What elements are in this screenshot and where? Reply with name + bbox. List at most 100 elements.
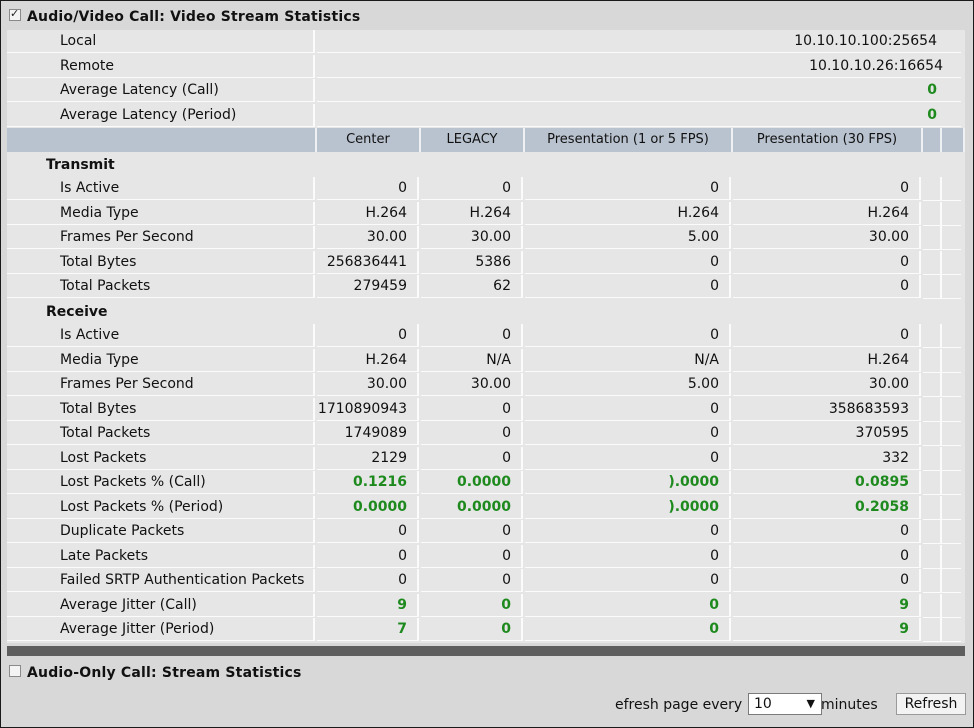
receive-row: Failed SRTP Authentication Packets 0 0 0 0 — [7, 569, 965, 594]
receive-row-value: 0 — [317, 324, 419, 347]
receive-row-value: 0 — [733, 544, 921, 568]
transmit-row: Is Active 0 0 0 0 — [7, 177, 965, 202]
refresh-interval-select[interactable]: 10 ▼ — [748, 693, 822, 715]
receive-row-value: N/A — [421, 348, 523, 372]
receive-row-value: 0.0895 — [733, 471, 921, 494]
receive-row-value: 0 — [317, 520, 419, 543]
receive-row-spacer — [923, 593, 942, 618]
transmit-row-label: Frames Per Second — [7, 226, 315, 249]
video-section-checkbox[interactable] — [9, 7, 21, 21]
local-label: Local — [7, 30, 315, 53]
summary-row-latency-period: Average Latency (Period) 0 — [7, 103, 965, 129]
receive-row-value: 0 — [525, 397, 731, 421]
receive-row-value: 0 — [733, 324, 921, 347]
transmit-row-value: 0 — [733, 250, 921, 274]
summary-row-local: Local 10.10.10.100:25654 — [7, 30, 965, 55]
refresh-button[interactable]: Refresh — [896, 693, 966, 715]
transmit-row-spacer — [923, 201, 942, 226]
receive-row-value: 0 — [525, 544, 731, 568]
receive-row-value: 2129 — [317, 446, 419, 470]
receive-row-label: Average Jitter (Call) — [7, 593, 315, 617]
receive-row-value: 9 — [733, 593, 921, 617]
receive-row-spacer — [923, 520, 942, 544]
receive-row-value: 9 — [317, 593, 419, 617]
receive-row-spacer — [942, 324, 961, 348]
receive-row-label: Lost Packets % (Call) — [7, 471, 315, 494]
receive-row-value: 0 — [421, 422, 523, 445]
receive-row-spacer — [942, 398, 961, 422]
receive-row-value: 0.1216 — [317, 471, 419, 494]
receive-row-value: 0 — [421, 397, 523, 421]
header-blank-cell — [7, 128, 317, 152]
audio-section-header: Audio-Only Call: Stream Statistics — [9, 661, 302, 685]
receive-row-spacer — [923, 324, 942, 348]
transmit-row-spacer — [942, 251, 961, 275]
receive-row-value: 0 — [421, 520, 523, 543]
receive-row-value: 358683593 — [733, 397, 921, 421]
transmit-row-spacer — [923, 275, 942, 299]
transmit-row-spacer — [942, 275, 961, 299]
receive-row-value: 0 — [525, 593, 731, 617]
avg-latency-period-value: 0 — [317, 104, 961, 127]
transmit-row-value: 0 — [421, 177, 523, 200]
receive-row-spacer — [942, 422, 961, 446]
receive-title: Receive — [46, 303, 108, 320]
receive-row-spacer — [942, 520, 961, 544]
transmit-row-value: 30.00 — [733, 226, 921, 249]
receive-row-value: 0.2058 — [733, 495, 921, 519]
receive-row-value: N/A — [525, 348, 731, 372]
audio-section-checkbox[interactable] — [9, 665, 21, 677]
receive-row-value: 0.0000 — [421, 471, 523, 494]
receive-row-label: Late Packets — [7, 544, 315, 568]
video-section-header: Audio/Video Call: Video Stream Statistic… — [9, 5, 360, 29]
avg-latency-call-label: Average Latency (Call) — [7, 79, 315, 102]
receive-row-label: Failed SRTP Authentication Packets — [7, 569, 315, 592]
column-header-extra-1 — [923, 128, 942, 152]
receive-row-value: 0 — [421, 544, 523, 568]
refresh-footer: efresh page every 10 ▼ minutes Refresh — [7, 690, 966, 722]
receive-row-label: Total Bytes — [7, 397, 315, 421]
receive-row: Total Packets 1749089 0 0 370595 — [7, 422, 965, 447]
receive-row-spacer — [923, 446, 942, 471]
transmit-row-value: 5.00 — [525, 226, 731, 249]
transmit-row-spacer — [942, 202, 961, 226]
transmit-row-spacer — [942, 177, 961, 201]
receive-row-value: 9 — [733, 618, 921, 641]
receive-row-value: H.264 — [733, 348, 921, 372]
receive-row-spacer — [942, 545, 961, 569]
receive-row-value: 0 — [733, 520, 921, 543]
receive-row-value: 5.00 — [525, 373, 731, 396]
transmit-row-label: Total Packets — [7, 275, 315, 298]
refresh-prefix-text: efresh page every — [615, 697, 743, 713]
transmit-row-spacer — [923, 250, 942, 275]
avg-latency-period-label: Average Latency (Period) — [7, 103, 315, 127]
transmit-row-value: 0 — [733, 275, 921, 298]
transmit-title: Transmit — [46, 156, 115, 173]
transmit-row-value: H.264 — [421, 201, 523, 225]
column-header-legacy: LEGACY — [421, 128, 525, 152]
receive-row-spacer — [923, 495, 942, 520]
transmit-row-label: Media Type — [7, 201, 315, 225]
transmit-row-spacer — [923, 177, 942, 201]
transmit-row: Frames Per Second 30.00 30.00 5.00 30.00 — [7, 226, 965, 251]
receive-row-label: Total Packets — [7, 422, 315, 445]
transmit-row: Total Packets 279459 62 0 0 — [7, 275, 965, 300]
video-stats-panel: Local 10.10.10.100:25654 Remote 10.10.10… — [7, 30, 965, 643]
receive-row-value: 0 — [525, 422, 731, 445]
receive-row-spacer — [942, 569, 961, 593]
receive-row-value: 332 — [733, 446, 921, 470]
transmit-row-spacer — [923, 226, 942, 250]
transmit-row-value: H.264 — [525, 201, 731, 225]
receive-row-value: ).0000 — [525, 495, 731, 519]
receive-row-value: 0.0000 — [317, 495, 419, 519]
summary-row-remote: Remote 10.10.10.26:16654 — [7, 54, 965, 80]
remote-label: Remote — [7, 54, 315, 78]
transmit-row-value: H.264 — [733, 201, 921, 225]
receive-row-value: 0 — [733, 569, 921, 592]
local-value: 10.10.10.100:25654 — [317, 30, 961, 53]
transmit-rows: Is Active 0 0 0 0 Media Type H.264 H.264 H.264 H.… — [7, 177, 965, 300]
receive-row-value: H.264 — [317, 348, 419, 372]
receive-row-value: 0 — [421, 618, 523, 641]
receive-rows: Is Active 0 0 0 0 Media Type H.264 N/A N/A H.264 F… — [7, 324, 965, 643]
